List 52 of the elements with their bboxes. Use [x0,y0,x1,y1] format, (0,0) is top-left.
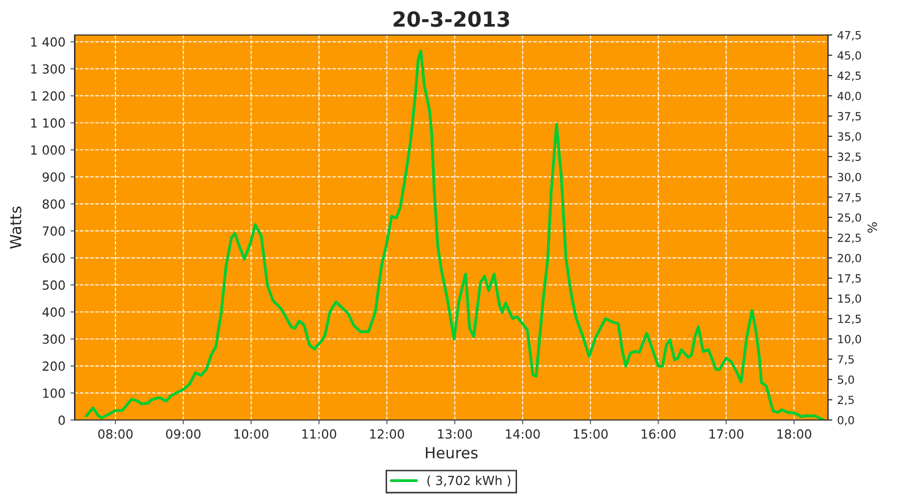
y2-tick-label: 0,0 [838,416,854,426]
chart-title: 20-3-2013 [394,11,510,27]
legend-label: ( 3,702 kWh ) [427,476,510,487]
y2-tick-label: 45,0 [838,51,862,61]
y2-tick-label: 7,5 [838,355,854,365]
y-axis-title: Watts [10,206,22,249]
x-tick-label: 12:00 [370,429,404,439]
x-tick-label: 09:00 [166,429,200,439]
y-tick-label: 1 100 [31,118,65,128]
x-tick-label: 10:00 [234,429,268,439]
x-tick-label: 11:00 [302,429,336,439]
x-tick-label: 17:00 [710,429,744,439]
y2-tick-label: 47,5 [838,31,861,41]
y2-tick-label: 27,5 [838,193,861,203]
y-tick-label: 1 200 [31,91,65,101]
x-tick-label: 08:00 [98,429,133,439]
y-tick-label: 0 [58,415,65,425]
y2-axis-title: % [868,222,877,233]
y-tick-label: 1 400 [31,37,65,47]
y2-tick-label: 20,0 [838,254,862,264]
y2-tick-label: 10,0 [838,334,862,344]
y-tick-label: 1 300 [31,64,65,74]
y-tick-label: 200 [42,361,65,371]
y-tick-label: 100 [43,388,65,398]
y-tick-label: 500 [42,280,65,290]
y2-tick-label: 37,5 [838,112,861,122]
x-tick-label: 14:00 [506,429,540,439]
y2-tick-label: 40,0 [838,92,862,102]
y2-tick-label: 12,5 [838,314,861,324]
y2-tick-label: 5,0 [838,375,854,385]
y2-tick-label: 25,0 [838,213,862,223]
line-series [84,50,825,420]
x-tick-label: 16:00 [642,429,676,439]
y2-tick-label: 15,0 [838,294,862,304]
x-tick-label: 15:00 [574,429,608,439]
x-tick-label: 18:00 [777,429,812,439]
y2-tick-label: 2,5 [838,396,854,406]
y-tick-label: 300 [42,334,65,344]
y-tick-label: 600 [42,253,65,263]
y2-tick-label: 32,5 [838,152,861,162]
y-tick-label: 800 [42,199,65,209]
y-tick-label: 1 000 [31,145,65,155]
y2-tick-label: 42,5 [838,72,861,82]
y-tick-label: 900 [42,172,65,182]
y2-tick-label: 17,5 [838,274,861,284]
y2-tick-label: 35,0 [838,132,862,142]
y-tick-label: 700 [42,226,65,236]
x-axis-title: Heures [426,447,478,459]
x-tick-label: 13:00 [438,429,472,439]
y-tick-label: 400 [42,307,65,317]
y2-tick-label: 30,0 [838,172,862,182]
y2-tick-label: 22,5 [838,234,861,244]
